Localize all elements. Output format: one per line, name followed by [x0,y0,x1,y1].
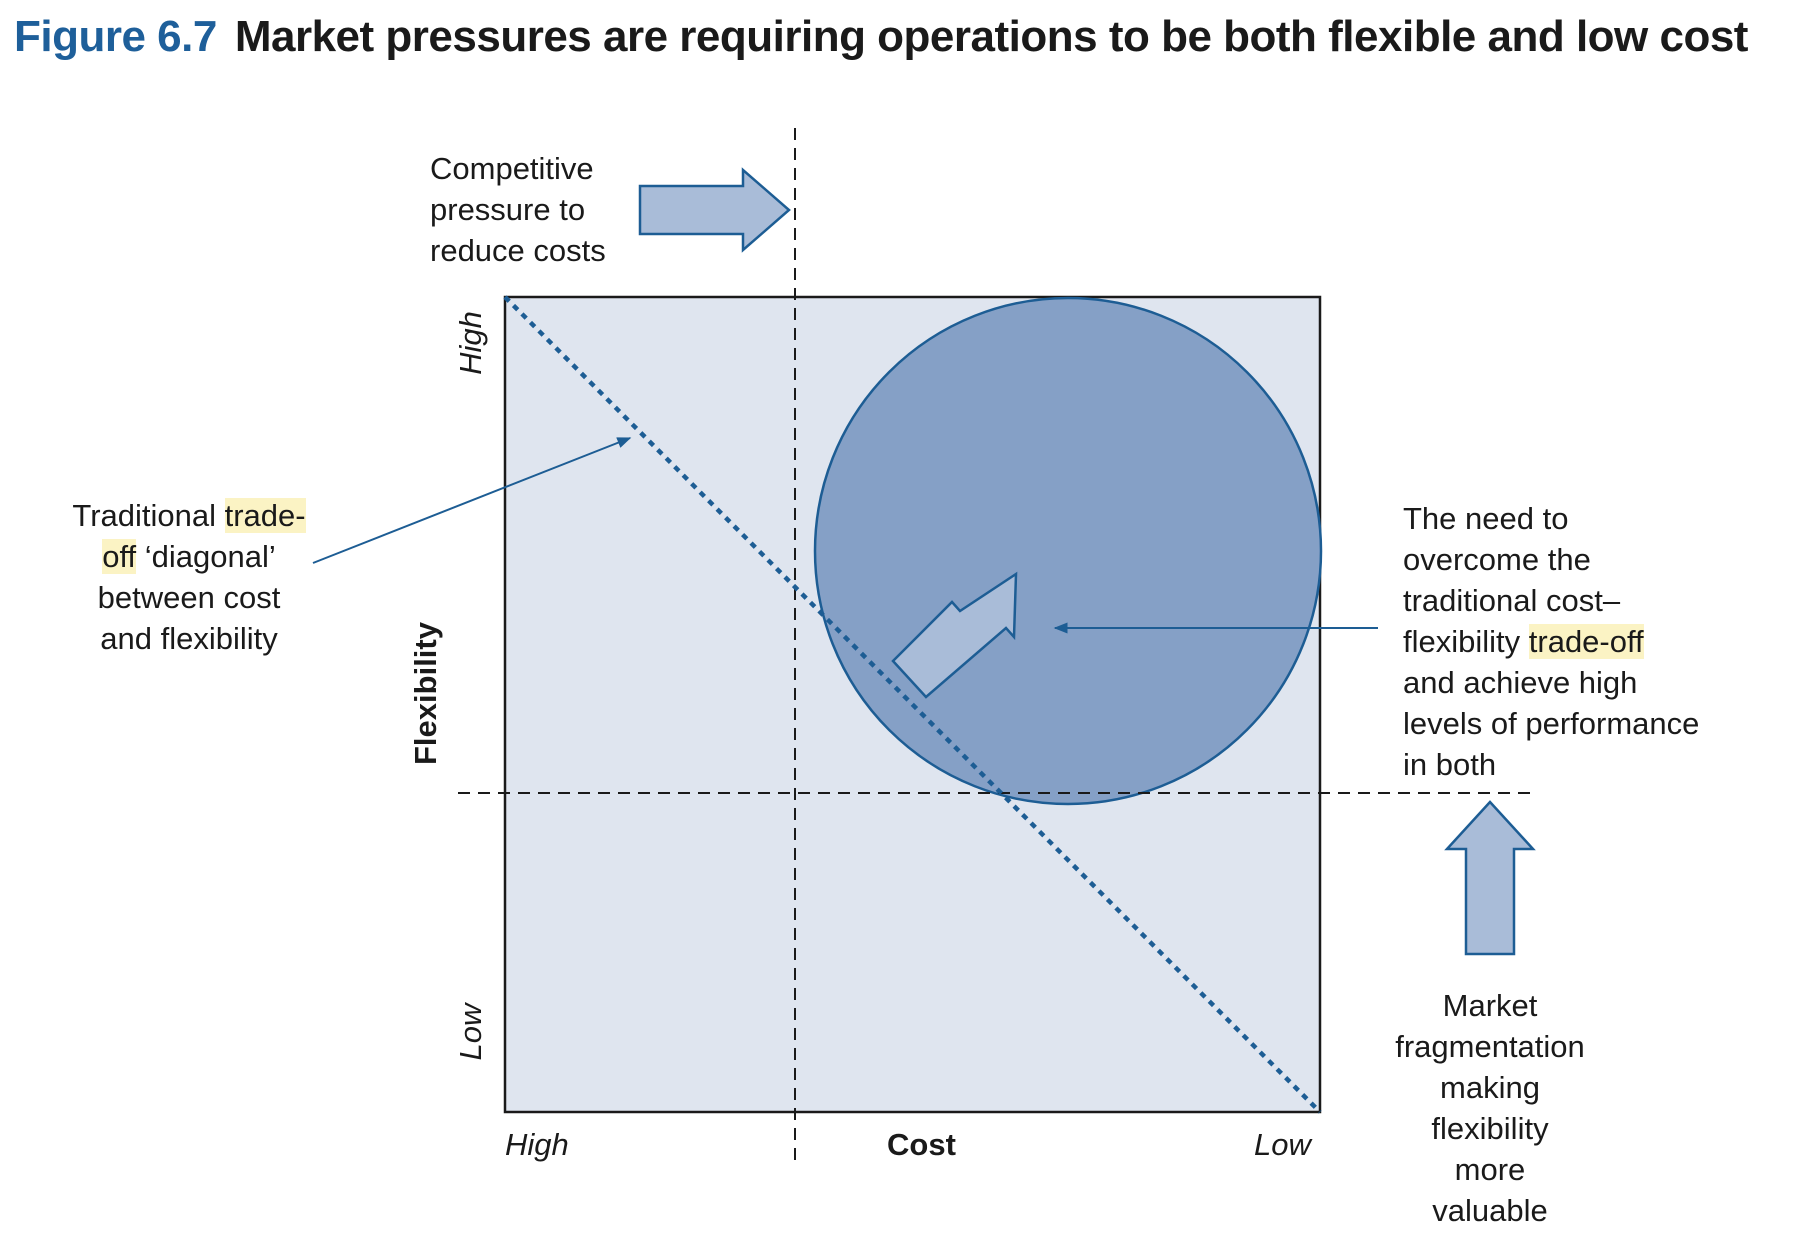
figure-title-text: Market pressures are requiring operation… [234,12,1749,61]
cost-pressure-arrow [638,167,791,253]
high-performance-circle [813,296,1323,806]
y-axis-high-label: High [453,311,488,375]
market-fragmentation-label: Market fragmentation making flexibility … [1395,988,1585,1228]
y-axis-title: Flexibility [408,622,443,765]
flexibility-pressure-arrow [1444,800,1536,956]
competitive-pressure-label: Competitive pressure to reduce costs [430,151,606,268]
x-axis-high-label: High [505,1127,569,1162]
y-axis-low-label: Low [453,1003,488,1061]
x-axis-low-label: Low [1254,1127,1311,1162]
tradeoff-diagonal-label: Traditional trade- off ‘diagonal’ betwee… [72,498,306,656]
tradeoff-diagonal [503,295,1322,1114]
x-axis-title: Cost [887,1127,956,1162]
overcome-tradeoff-label: The need to overcome the traditional cos… [1403,501,1700,782]
figure-label: Figure 6.7 [14,12,217,61]
figure-title: Figure 6.7 Market pressures are requiring… [14,12,1748,62]
tradeoff-pointer-line [312,437,632,564]
improvement-arrow [891,571,1018,699]
